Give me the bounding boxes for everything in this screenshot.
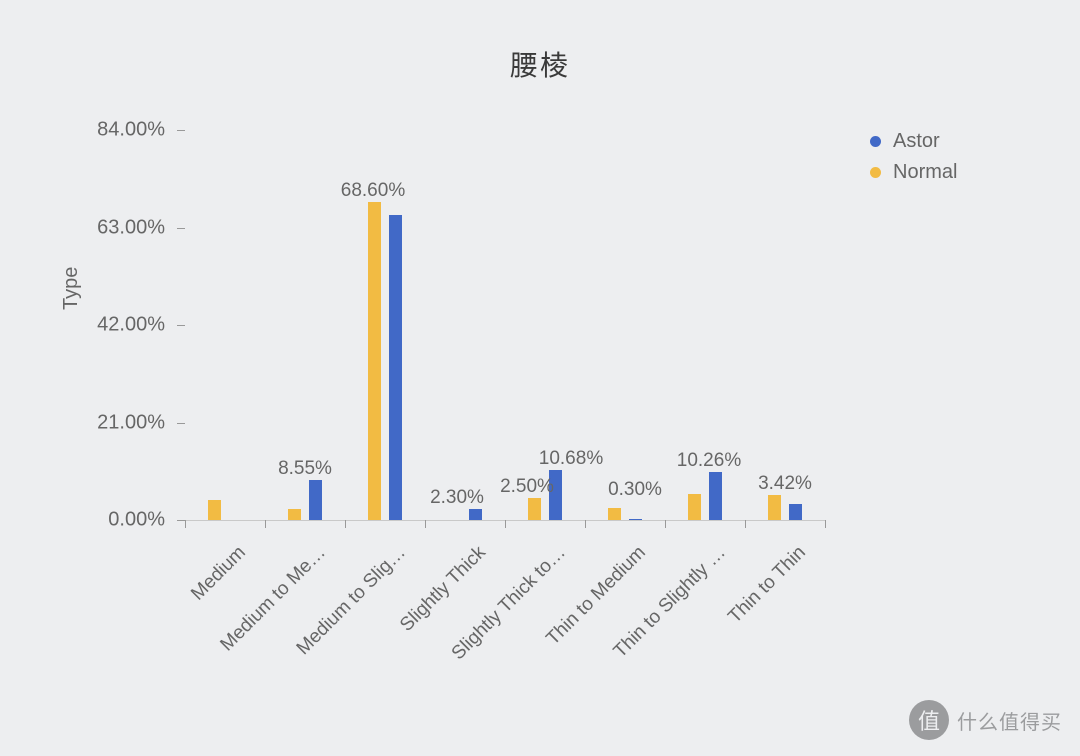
x-tick-mark (345, 520, 346, 528)
bar (768, 495, 781, 520)
legend: Astor Normal (870, 130, 957, 192)
bar (789, 504, 802, 520)
y-tick-mark (177, 228, 185, 229)
data-label: 2.30% (430, 487, 484, 509)
bar (709, 472, 722, 520)
x-tick-mark (745, 520, 746, 528)
data-label: 2.50% (500, 476, 554, 498)
data-label: 8.55% (278, 458, 332, 480)
x-tick-mark (825, 520, 826, 528)
data-label: 10.26% (677, 450, 741, 472)
bar (608, 508, 621, 520)
data-label: 10.68% (539, 448, 603, 470)
bar (309, 480, 322, 520)
y-tick-mark (177, 325, 185, 326)
bar (688, 494, 701, 520)
y-tick-label: 84.00% (97, 119, 165, 142)
bar (288, 509, 301, 520)
watermark-text: 什么值得买 (957, 706, 1062, 735)
legend-item: Astor (870, 130, 957, 153)
y-tick-label: 0.00% (108, 509, 165, 532)
data-label: 3.42% (758, 473, 812, 495)
chart-title: 腰棱 (0, 44, 1080, 84)
bar (629, 519, 642, 520)
y-tick-label: 42.00% (97, 314, 165, 337)
watermark: 值 什么值得买 (909, 700, 1062, 740)
y-tick-mark (177, 520, 185, 521)
x-tick-mark (585, 520, 586, 528)
bar (368, 202, 381, 521)
bar (528, 498, 541, 520)
x-tick-mark (265, 520, 266, 528)
data-label: 0.30% (608, 479, 662, 501)
y-tick-label: 63.00% (97, 216, 165, 239)
x-tick-mark (185, 520, 186, 528)
legend-item: Normal (870, 161, 957, 184)
legend-label: Astor (893, 130, 940, 153)
bar (469, 509, 482, 520)
legend-swatch (870, 136, 881, 147)
y-tick-mark (177, 130, 185, 131)
y-tick-label: 21.00% (97, 411, 165, 434)
data-label: 68.60% (341, 180, 405, 202)
legend-label: Normal (893, 161, 957, 184)
bar (389, 215, 402, 521)
bar (208, 500, 221, 520)
y-tick-mark (177, 423, 185, 424)
plot-area: 0.00%21.00%42.00%63.00%84.00%MediumMediu… (185, 130, 825, 520)
x-tick-mark (425, 520, 426, 528)
x-tick-mark (505, 520, 506, 528)
x-tick-mark (665, 520, 666, 528)
y-axis-title: Type (60, 267, 83, 310)
watermark-badge: 值 (909, 700, 949, 740)
legend-swatch (870, 167, 881, 178)
